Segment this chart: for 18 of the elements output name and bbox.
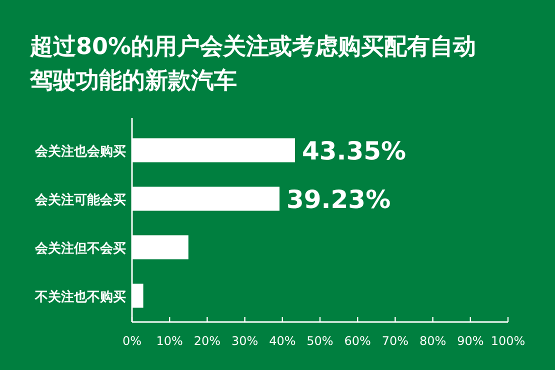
x-tick-label: 90% [457, 334, 484, 348]
x-tick-label: 80% [419, 334, 446, 348]
y-tick-label: 不关注也不购买 [34, 288, 126, 305]
x-tick-label: 100% [490, 334, 526, 348]
x-tick-label: 10% [156, 334, 183, 348]
x-tick-label: 30% [231, 334, 258, 348]
y-tick-label: 会关注可能会买 [34, 192, 126, 208]
x-tick-label: 20% [194, 334, 221, 348]
data-label: 39.23% [286, 184, 391, 214]
x-tick-label: 40% [269, 334, 296, 348]
x-tick-label: 60% [344, 334, 371, 348]
x-tick-label: 50% [306, 334, 334, 348]
chart-title: 超过80%的用户会关注或考虑购买配有自动驾驶功能的新款汽车 [29, 33, 476, 94]
y-tick-label: 会关注但不会买 [34, 240, 126, 256]
data-label: 43.35% [302, 136, 406, 166]
x-tick-label: 0% [122, 334, 142, 348]
y-tick-label: 会关注也会购买 [34, 143, 126, 160]
x-tick-label: 70% [382, 334, 409, 348]
